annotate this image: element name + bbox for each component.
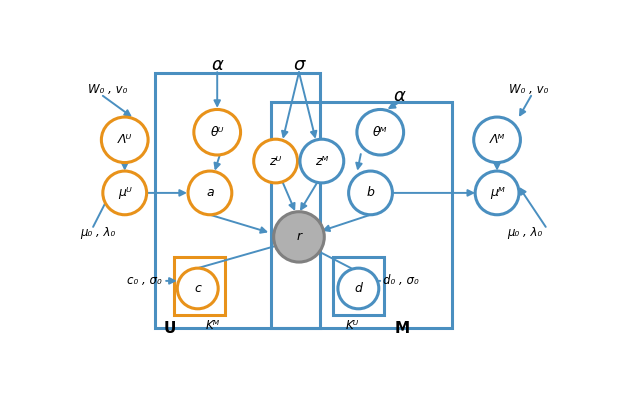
Ellipse shape xyxy=(338,268,379,309)
Text: σ: σ xyxy=(293,56,305,74)
Text: Λᵁ: Λᵁ xyxy=(117,133,132,146)
Text: μᵁ: μᵁ xyxy=(118,186,132,199)
Text: M: M xyxy=(395,322,410,336)
Ellipse shape xyxy=(177,268,218,309)
Ellipse shape xyxy=(194,110,241,155)
Text: zᴹ: zᴹ xyxy=(315,154,328,167)
Text: μ₀ , λ₀: μ₀ , λ₀ xyxy=(507,226,542,239)
Text: μ₀ , λ₀: μ₀ , λ₀ xyxy=(80,226,115,239)
Text: α: α xyxy=(211,56,223,74)
Text: α: α xyxy=(394,87,406,106)
Text: Kᴹ: Kᴹ xyxy=(206,319,220,332)
Text: Λᴹ: Λᴹ xyxy=(489,133,505,146)
Text: U: U xyxy=(164,322,176,336)
Text: W₀ , v₀: W₀ , v₀ xyxy=(509,83,549,96)
Ellipse shape xyxy=(357,110,404,155)
Text: Kᵁ: Kᵁ xyxy=(345,319,359,332)
Ellipse shape xyxy=(188,171,232,215)
Text: b: b xyxy=(367,186,374,199)
Ellipse shape xyxy=(300,139,344,183)
Text: d: d xyxy=(354,282,362,295)
Text: a: a xyxy=(206,186,214,199)
Ellipse shape xyxy=(274,212,324,262)
Text: θᵁ: θᵁ xyxy=(210,126,224,139)
Text: c₀ , σ₀: c₀ , σ₀ xyxy=(127,274,162,287)
Ellipse shape xyxy=(349,171,392,215)
Ellipse shape xyxy=(475,171,519,215)
Text: r: r xyxy=(296,230,301,243)
Ellipse shape xyxy=(254,139,298,183)
Text: μᴹ: μᴹ xyxy=(490,186,504,199)
Text: c: c xyxy=(194,282,201,295)
Text: θᴹ: θᴹ xyxy=(373,126,387,139)
Ellipse shape xyxy=(474,117,521,163)
Ellipse shape xyxy=(101,117,148,163)
Text: zᵁ: zᵁ xyxy=(269,154,282,167)
Ellipse shape xyxy=(103,171,147,215)
Text: d₀ , σ₀: d₀ , σ₀ xyxy=(382,274,418,287)
Text: W₀ , v₀: W₀ , v₀ xyxy=(88,83,127,96)
